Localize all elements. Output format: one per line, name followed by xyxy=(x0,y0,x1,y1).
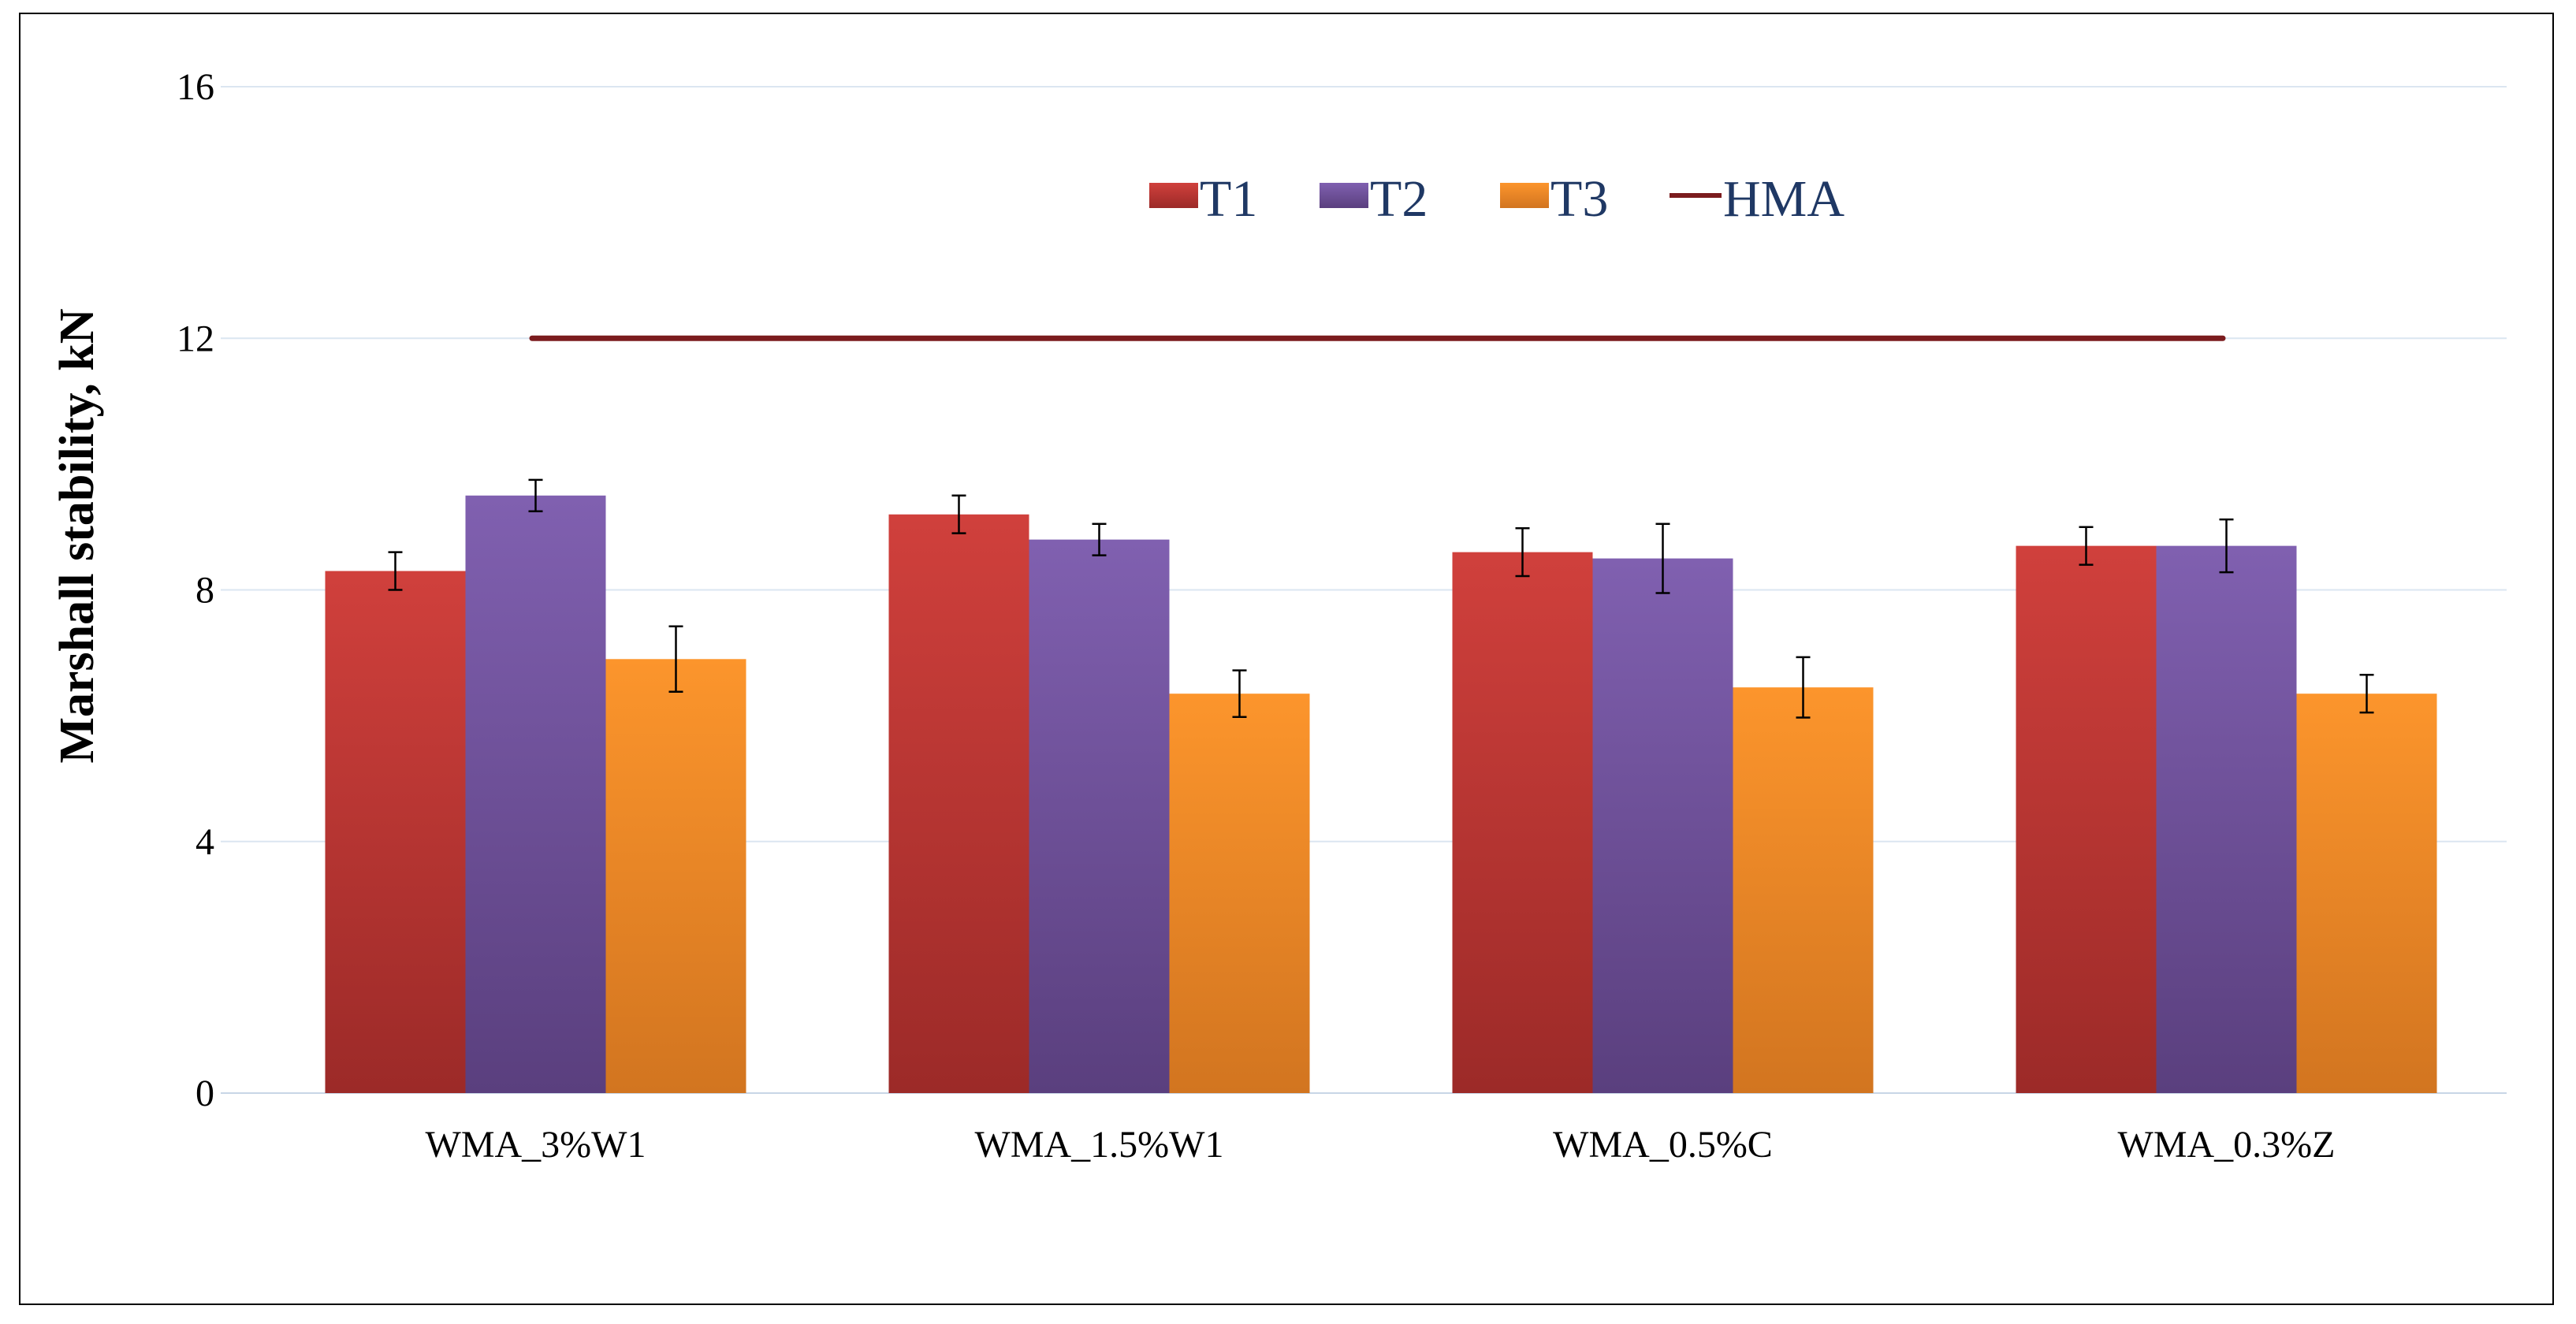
legend: T1 T2 T3 HMA xyxy=(1149,170,1845,228)
legend-swatch xyxy=(1149,183,1198,208)
y-tick-label: 8 xyxy=(195,570,214,612)
legend-label: T2 xyxy=(1370,170,1428,228)
bar-t2-1 xyxy=(465,495,606,1093)
legend-label: HMA xyxy=(1723,170,1845,228)
bars xyxy=(325,495,2437,1093)
error-bar-t2-3 xyxy=(1655,523,1670,594)
error-bar-t3-1 xyxy=(668,625,683,694)
category-label: WMA_3%W1 xyxy=(426,1124,646,1166)
error-bar-t2-4 xyxy=(2219,518,2234,574)
error-bar-t1-2 xyxy=(951,494,966,534)
error-bar-t1-3 xyxy=(1515,527,1530,578)
y-tick-label: 16 xyxy=(177,66,214,108)
bar-t3-4 xyxy=(2296,694,2437,1093)
y-tick-labels: 0 4 8 12 16 xyxy=(177,66,214,1114)
bar-t1-3 xyxy=(1452,552,1593,1093)
category-labels: WMA_3%W1 WMA_1.5%W1 WMA_0.5%C WMA_0.3%Z xyxy=(426,1124,2336,1166)
legend-item-t2: T2 xyxy=(1320,170,1428,228)
error-bar-t2-1 xyxy=(528,478,543,512)
error-bar-t3-2 xyxy=(1232,669,1247,718)
error-bar-t1-1 xyxy=(388,551,403,591)
legend-label: T1 xyxy=(1200,170,1257,228)
y-tick-label: 0 xyxy=(195,1073,214,1114)
bar-t1-1 xyxy=(325,571,466,1093)
legend-item-t3: T3 xyxy=(1500,170,1608,228)
bar-t1-2 xyxy=(888,514,1029,1093)
legend-label: T3 xyxy=(1550,170,1608,228)
error-bar-t3-3 xyxy=(1796,656,1811,719)
bar-t2-2 xyxy=(1029,539,1170,1093)
bar-t3-3 xyxy=(1733,687,1874,1093)
category-label: WMA_1.5%W1 xyxy=(975,1124,1224,1166)
legend-swatch xyxy=(1500,183,1549,208)
bar-t1-4 xyxy=(2016,545,2157,1093)
error-bar-t1-4 xyxy=(2079,526,2094,566)
bar-t2-3 xyxy=(1592,558,1733,1093)
y-tick-label: 4 xyxy=(195,821,214,863)
bar-t2-4 xyxy=(2156,545,2297,1093)
error-bars xyxy=(388,478,2374,719)
legend-swatch xyxy=(1320,183,1368,208)
category-label: WMA_0.3%Z xyxy=(2118,1124,2336,1166)
bar-t3-1 xyxy=(605,659,746,1093)
legend-item-hma: HMA xyxy=(1670,170,1845,228)
legend-item-t1: T1 xyxy=(1149,170,1257,228)
y-axis-title: Marshall stability, kN xyxy=(50,308,104,763)
bar-t3-2 xyxy=(1169,694,1310,1093)
category-label: WMA_0.5%C xyxy=(1553,1124,1773,1166)
y-tick-label: 12 xyxy=(177,318,214,359)
error-bar-t3-4 xyxy=(2359,673,2374,714)
error-bar-t2-2 xyxy=(1092,523,1107,556)
